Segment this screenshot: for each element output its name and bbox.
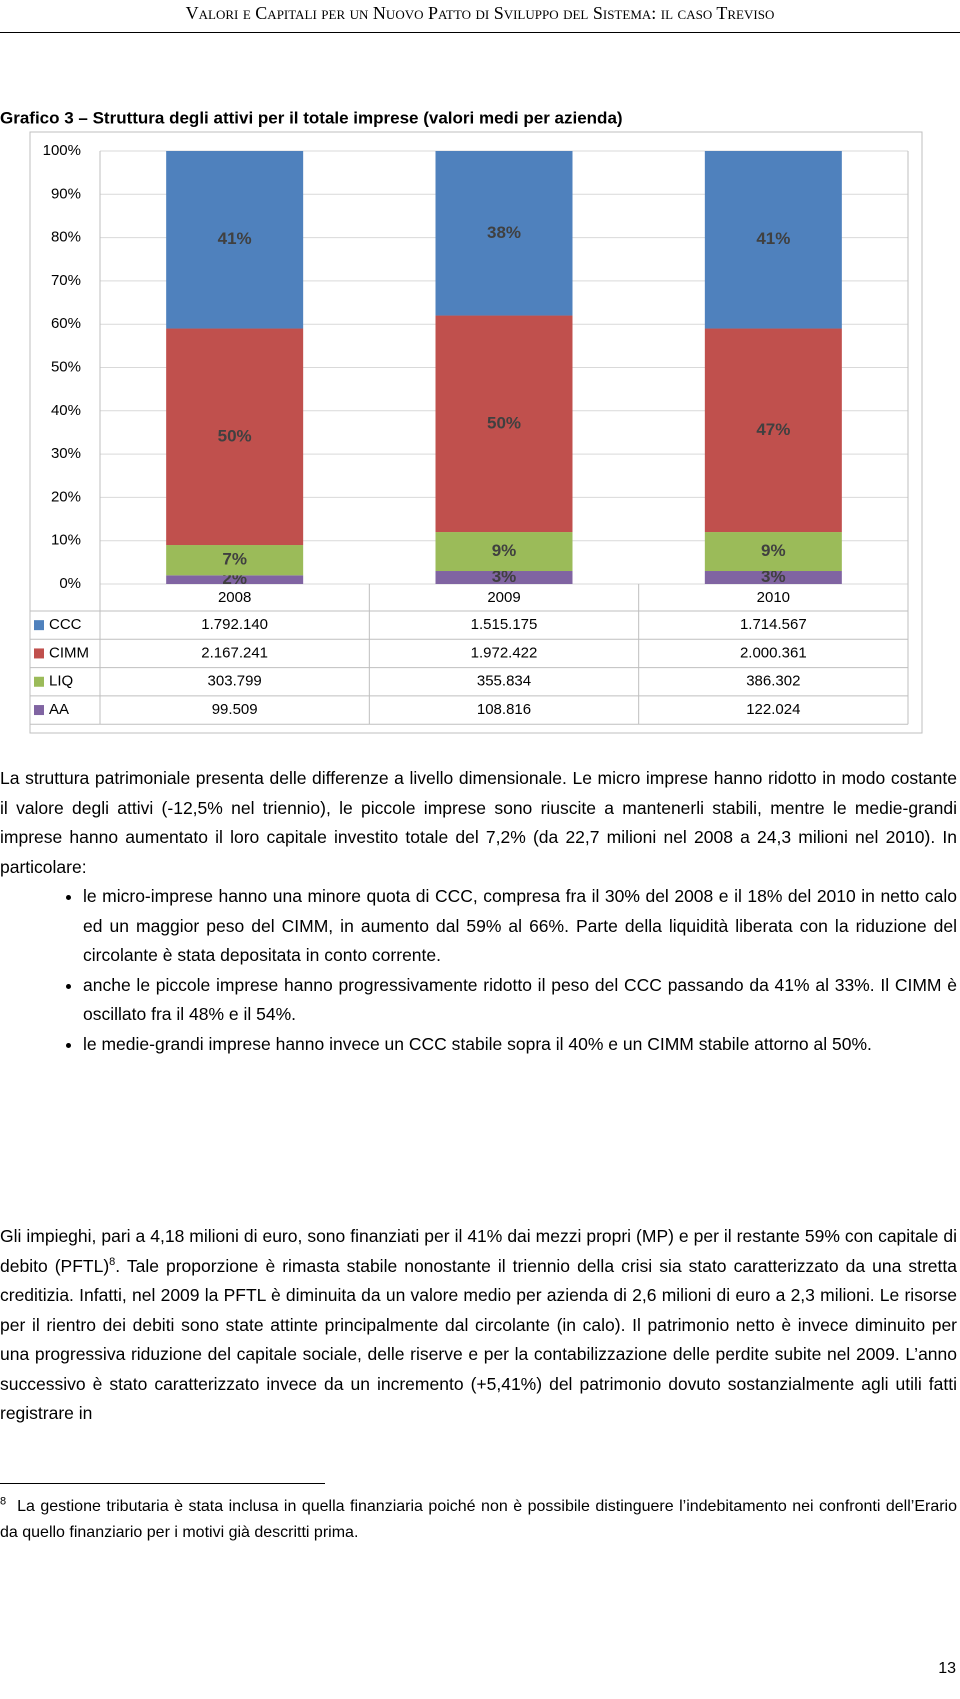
bar-segment (704, 532, 842, 572)
table-value: 1.972.422 (471, 644, 538, 661)
y-tick-label: 50% (51, 358, 81, 375)
legend-key (34, 676, 44, 687)
paragraph-text: Gli impieghi, pari a 4,18 milioni di eur… (0, 1226, 957, 1276)
data-label: 50% (218, 426, 252, 445)
y-tick-label: 70% (51, 272, 81, 289)
y-tick-label: 30% (51, 445, 81, 462)
footnote: 8 La gestione tributaria è stata inclusa… (0, 1494, 957, 1546)
data-label: 41% (756, 229, 790, 248)
body-section: La struttura patrimoniale presenta delle… (0, 764, 957, 1059)
bar-segment (704, 151, 842, 329)
footnote-text: La gestione tributaria è stata inclusa i… (0, 1498, 958, 1541)
table-value: 108.816 (477, 701, 531, 718)
legend-label: AA (49, 701, 69, 718)
y-tick-label: 0% (59, 575, 81, 592)
y-tick-label: 80% (51, 229, 81, 246)
y-tick-label: 60% (51, 315, 81, 332)
chart-frame (29, 131, 923, 734)
chart-title: Grafico 3 – Struttura degli attivi per i… (0, 108, 623, 127)
y-tick-label: 100% (43, 142, 81, 159)
table-value: 2.000.361 (740, 644, 807, 661)
data-label: 3% (492, 567, 517, 586)
bar-segment (435, 571, 573, 584)
table-value: 1.792.140 (201, 616, 268, 633)
data-label: 7% (222, 550, 247, 569)
table-value: 2.167.241 (201, 644, 268, 661)
bar-segment (166, 151, 304, 329)
bar-segment (166, 545, 304, 576)
table-value: 355.834 (477, 673, 531, 690)
bar-segment (435, 532, 573, 572)
table-value: 1.515.175 (471, 616, 538, 633)
table-value: 1.714.567 (740, 616, 807, 633)
data-label: 50% (487, 413, 521, 432)
footnote-number: 8 (0, 1495, 7, 1508)
data-label: 9% (492, 541, 517, 560)
table-value: 386.302 (746, 673, 800, 690)
data-label: 41% (218, 229, 252, 248)
data-label: 3% (761, 567, 786, 586)
y-tick-label: 20% (51, 488, 81, 505)
paragraph-text: . Tale proporzione è rimasta stabile non… (0, 1255, 957, 1424)
page-number: 13 (938, 1660, 956, 1677)
bar-segment (435, 151, 573, 316)
paragraph: La struttura patrimoniale presenta delle… (0, 768, 957, 877)
data-label: 38% (487, 223, 521, 242)
legend-label: CIMM (49, 644, 89, 661)
data-label: 9% (761, 541, 786, 560)
legend-key (34, 620, 44, 631)
table-value: 99.509 (212, 701, 258, 718)
running-header: Valori e Capitali per un Nuovo Patto di … (0, 0, 960, 33)
footnote-rule (0, 1483, 325, 1484)
paragraph: Gli impieghi, pari a 4,18 milioni di eur… (0, 1222, 957, 1429)
y-tick-label: 10% (51, 532, 81, 549)
x-tick-label: 2008 (218, 589, 251, 606)
legend-label: CCC (49, 616, 82, 633)
x-tick-label: 2009 (487, 589, 520, 606)
bar-segment (704, 328, 842, 533)
bullet-list: le micro-imprese hanno una minore quota … (0, 882, 957, 1059)
bar-segment (166, 575, 304, 584)
bar-segment (166, 328, 304, 546)
y-tick-label: 40% (51, 402, 81, 419)
data-label: 47% (756, 420, 790, 439)
table-value: 303.799 (208, 673, 262, 690)
bar-segment (435, 315, 573, 533)
table-value: 122.024 (746, 701, 800, 718)
bullet-item: anche le piccole imprese hanno progressi… (83, 971, 957, 1030)
footnote-ref: 8 (109, 1255, 116, 1268)
chart: Grafico 3 – Struttura degli attivi per i… (0, 108, 923, 734)
bar-segment (704, 571, 842, 584)
legend-key (34, 648, 44, 659)
y-tick-label: 90% (51, 185, 81, 202)
bullet-item: le micro-imprese hanno una minore quota … (83, 882, 957, 971)
x-tick-label: 2010 (757, 589, 790, 606)
legend-key (34, 705, 44, 716)
bullet-item: le medie-grandi imprese hanno invece un … (83, 1030, 957, 1060)
legend-label: LIQ (49, 673, 73, 690)
